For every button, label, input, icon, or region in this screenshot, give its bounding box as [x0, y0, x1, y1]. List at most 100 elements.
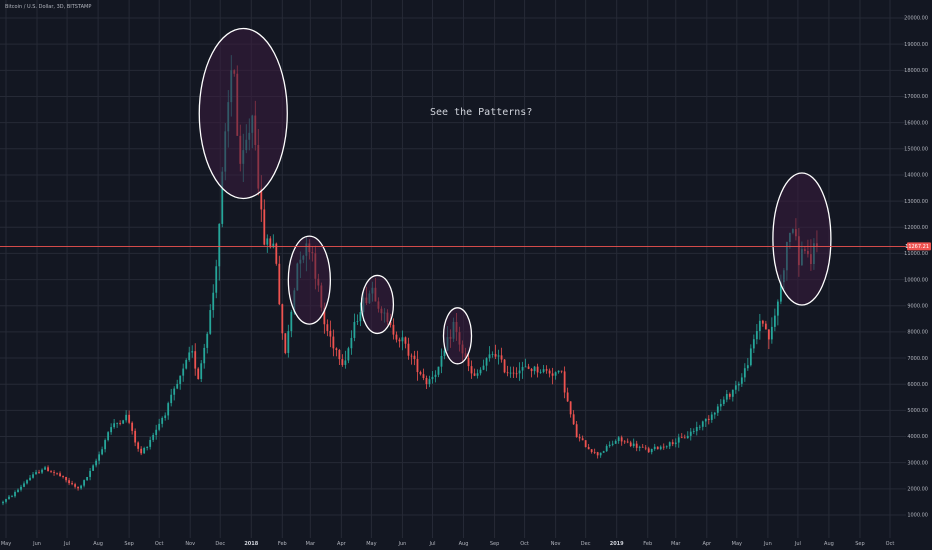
candle-body	[416, 359, 419, 373]
candle	[512, 366, 515, 378]
candle-body	[14, 492, 16, 497]
candle	[656, 446, 659, 450]
candle	[632, 438, 635, 448]
candle-body	[431, 376, 434, 380]
candle	[395, 331, 398, 343]
candle	[728, 392, 731, 400]
candle	[581, 435, 584, 441]
candle-body	[500, 355, 503, 360]
last-price-label: 11267.21	[905, 244, 929, 250]
candle-body	[140, 448, 143, 454]
candle	[350, 330, 353, 355]
candle-body	[695, 427, 698, 432]
candle	[758, 313, 761, 340]
candle	[551, 367, 554, 385]
candle-body	[575, 424, 578, 438]
candle	[641, 444, 644, 448]
candle	[767, 329, 770, 350]
candle	[596, 451, 599, 459]
candle	[329, 320, 332, 348]
candle-body	[419, 372, 422, 375]
candle-body	[272, 243, 275, 248]
candle-body	[647, 448, 650, 453]
candle	[524, 358, 527, 368]
candle-body	[440, 355, 443, 367]
candle	[731, 389, 734, 402]
candle-body	[2, 501, 4, 504]
price-tick-label: 2000.00	[907, 487, 928, 493]
candle	[176, 379, 179, 390]
candle	[110, 423, 113, 435]
candle	[50, 470, 52, 473]
candle	[560, 370, 563, 374]
time-axis[interactable]: May Jun Jul Aug Sep Oct Nov Dec 2018 Feb Mar Apr May…	[1, 541, 895, 547]
candle	[638, 445, 641, 452]
candle-body	[278, 263, 281, 305]
candle-body	[149, 439, 152, 447]
candle	[644, 445, 647, 451]
candle-body	[413, 355, 416, 360]
candle	[509, 366, 512, 378]
price-tick-label: 6000.00	[907, 382, 928, 388]
candle	[26, 479, 28, 485]
candle-body	[776, 301, 779, 316]
candle-body	[767, 329, 770, 340]
candle	[203, 343, 206, 369]
candle	[95, 458, 98, 468]
candle	[482, 359, 485, 371]
candle-body	[209, 310, 212, 334]
candle-body	[17, 489, 19, 493]
candle	[38, 469, 40, 474]
candle	[434, 370, 437, 383]
candle	[284, 333, 287, 355]
candle	[671, 439, 674, 447]
candle	[125, 410, 128, 423]
candle-body	[761, 320, 764, 324]
price-tick-label: 1000.00	[907, 513, 928, 519]
time-tick-label: Oct	[520, 541, 529, 547]
candle	[71, 480, 73, 486]
candle	[170, 388, 173, 407]
candle-body	[740, 377, 743, 384]
price-tick-label: 10000.00	[904, 277, 928, 283]
candle-body	[668, 442, 671, 447]
price-axis[interactable]: 1000.00 2000.00 3000.00 4000.00 5000.00 6000.…	[904, 16, 928, 519]
candle-body	[179, 375, 182, 384]
candle	[278, 255, 281, 306]
candle-body	[29, 477, 31, 481]
candle-body	[542, 369, 545, 372]
candle	[131, 421, 134, 435]
candle-body	[746, 365, 749, 369]
candle-body	[590, 449, 593, 452]
candle-body	[185, 359, 188, 369]
candle-body	[35, 472, 37, 475]
candle-body	[38, 472, 40, 473]
candle	[437, 366, 440, 378]
candle	[476, 369, 479, 379]
price-tick-label: 7000.00	[907, 356, 928, 362]
candle	[590, 449, 593, 454]
candle	[623, 440, 626, 444]
candle-body	[686, 435, 689, 439]
candle-body	[206, 333, 209, 348]
candle-body	[11, 496, 13, 498]
candle-body	[428, 379, 431, 385]
time-tick-label: May	[366, 541, 376, 547]
candle	[536, 363, 539, 378]
candle-body	[137, 442, 140, 449]
candle	[740, 373, 743, 387]
candle-body	[221, 171, 224, 224]
candle-body	[41, 469, 43, 473]
candle	[608, 441, 611, 448]
candle	[197, 367, 200, 380]
candle-body	[698, 426, 701, 428]
pattern-highlight-circle	[198, 27, 288, 200]
candle	[56, 472, 58, 476]
candle	[629, 440, 632, 448]
pattern-highlight-circle	[360, 274, 395, 335]
pattern-highlight-circle	[287, 235, 331, 325]
time-tick-label: Jun	[398, 541, 407, 547]
candle-body	[404, 337, 407, 344]
